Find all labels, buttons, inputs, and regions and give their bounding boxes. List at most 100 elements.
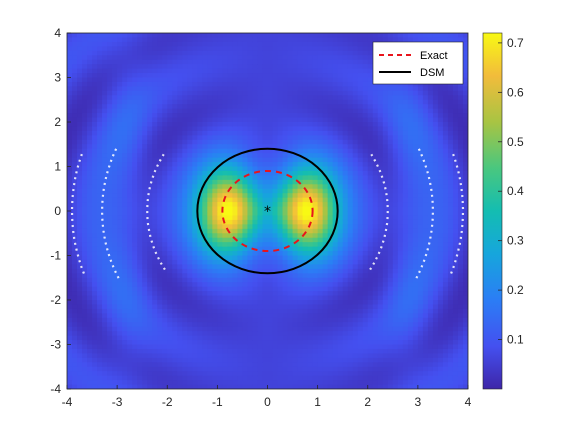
heatmap-cell xyxy=(252,264,259,270)
heatmap-cell xyxy=(192,117,198,123)
heatmap-cell xyxy=(77,99,83,105)
heatmap-cell xyxy=(142,148,148,154)
heatmap-cell xyxy=(262,224,269,230)
heatmap-cell xyxy=(317,228,324,234)
heatmap-cell xyxy=(252,162,259,168)
heatmap-cell xyxy=(302,166,309,172)
heatmap-cell xyxy=(327,148,334,154)
heatmap-cell xyxy=(182,348,188,354)
heatmap-cell xyxy=(257,371,264,377)
heatmap-cell xyxy=(227,144,234,150)
heatmap-cell xyxy=(257,99,264,105)
heatmap-cell xyxy=(237,95,244,101)
heatmap-cell xyxy=(187,219,193,225)
heatmap-cell xyxy=(242,259,249,265)
heatmap-cell xyxy=(267,55,274,61)
heatmap-cell xyxy=(312,357,319,363)
heatmap-cell xyxy=(177,206,183,212)
heatmap-cell xyxy=(202,264,208,270)
heatmap-cell xyxy=(217,300,223,306)
heatmap-cell xyxy=(187,37,193,43)
heatmap-cell xyxy=(312,264,319,270)
heatmap-cell xyxy=(337,295,344,301)
heatmap-cell xyxy=(237,130,244,136)
heatmap-cell xyxy=(262,202,269,208)
heatmap-cell xyxy=(82,59,88,65)
heatmap-cell xyxy=(287,268,294,274)
heatmap-cell xyxy=(257,362,264,368)
heatmap-cell xyxy=(302,224,309,230)
heatmap-cell xyxy=(222,264,228,270)
heatmap-cell xyxy=(252,300,259,306)
heatmap-cell xyxy=(132,184,138,190)
heatmap-cell xyxy=(77,139,83,145)
heatmap-cell xyxy=(367,206,374,212)
heatmap-cell xyxy=(272,322,279,328)
heatmap-cell xyxy=(222,41,228,47)
heatmap-cell xyxy=(147,215,153,221)
heatmap-cell xyxy=(247,153,254,159)
heatmap-cell xyxy=(352,344,359,350)
heatmap-cell xyxy=(132,228,138,234)
heatmap-cell xyxy=(267,179,274,185)
heatmap-cell xyxy=(222,108,228,114)
heatmap-cell xyxy=(292,162,299,168)
heatmap-cell xyxy=(187,179,193,185)
heatmap-cell xyxy=(112,122,118,128)
heatmap-cell xyxy=(192,255,198,261)
heatmap-cell xyxy=(202,277,208,283)
heatmap-cell xyxy=(327,162,334,168)
heatmap-cell xyxy=(207,255,213,261)
heatmap-cell xyxy=(317,122,324,128)
heatmap-cell xyxy=(147,197,153,203)
heatmap-cell xyxy=(327,326,334,332)
heatmap-cell xyxy=(187,259,193,265)
heatmap-cell xyxy=(192,366,198,372)
heatmap-cell xyxy=(362,77,369,83)
heatmap-cell xyxy=(367,357,374,363)
heatmap-cell xyxy=(147,175,153,181)
heatmap-cell xyxy=(322,202,329,208)
heatmap-cell xyxy=(312,197,319,203)
heatmap-cell xyxy=(297,242,304,248)
heatmap-cell xyxy=(107,41,113,47)
heatmap-cell xyxy=(127,130,133,136)
heatmap-cell xyxy=(322,179,329,185)
heatmap-cell xyxy=(232,86,239,92)
heatmap-cell xyxy=(222,46,228,52)
heatmap-cell xyxy=(117,73,123,79)
heatmap-cell xyxy=(297,348,304,354)
heatmap-cell xyxy=(77,215,83,221)
heatmap-cell xyxy=(252,291,259,297)
heatmap-cell xyxy=(302,193,309,199)
heatmap-cell xyxy=(87,353,93,359)
heatmap-cell xyxy=(212,242,218,248)
heatmap-cell xyxy=(112,384,118,389)
heatmap-cell xyxy=(267,353,274,359)
heatmap-cell xyxy=(142,215,148,221)
heatmap-cell xyxy=(322,331,329,337)
heatmap-cell xyxy=(202,295,208,301)
heatmap-cell xyxy=(232,255,239,261)
heatmap-cell xyxy=(157,242,163,248)
heatmap-cell xyxy=(347,344,354,350)
heatmap-cell xyxy=(177,90,183,96)
heatmap-cell xyxy=(302,117,309,123)
heatmap-cell xyxy=(97,340,103,346)
heatmap-cell xyxy=(212,348,218,354)
heatmap-cell xyxy=(272,277,279,283)
heatmap-cell xyxy=(282,255,289,261)
heatmap-cell xyxy=(362,144,369,150)
heatmap-cell xyxy=(157,99,163,105)
heatmap-cell xyxy=(222,237,228,243)
heatmap-cell xyxy=(337,157,344,163)
heatmap-cell xyxy=(237,139,244,145)
heatmap-cell xyxy=(357,144,364,150)
heatmap-cell xyxy=(317,331,324,337)
heatmap-cell xyxy=(152,108,158,114)
heatmap-cell xyxy=(272,282,279,288)
heatmap-cell xyxy=(322,59,329,65)
heatmap-cell xyxy=(262,322,269,328)
heatmap-cell xyxy=(312,99,319,105)
heatmap-cell xyxy=(172,175,178,181)
